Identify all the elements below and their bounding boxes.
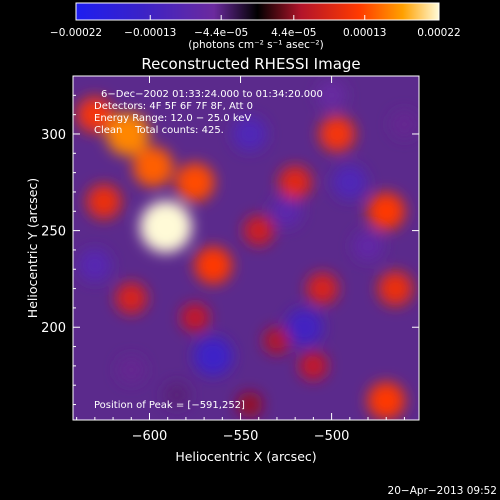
x-axis-label: Heliocentric X (arcsec) [175, 449, 316, 464]
colorbar-ticks [75, 15, 440, 20]
annotation-detectors: Detectors: 4F 5F 6F 7F 8F, Att 0 [94, 101, 253, 112]
x-tick-label: −600 [132, 429, 168, 444]
colorbar-tick-label: −0.00013 [124, 27, 176, 39]
image-blob [105, 112, 150, 156]
x-tick-label: −500 [314, 429, 350, 444]
image-blob [317, 80, 346, 110]
image-blob [163, 381, 190, 408]
image-blob [243, 215, 274, 246]
peak-position-label: Position of Peak = [−591,252] [94, 400, 245, 411]
y-axis-tick-labels: 200 250 300 [41, 128, 66, 336]
colorbar-units: (photons cm⁻² s⁻¹ asec⁻²) [188, 39, 323, 51]
colorbar-tick-labels: −0.00022 −0.00013 −4.4e−05 4.4e−05 0.00013 0.… [50, 27, 461, 39]
image-blob [278, 165, 312, 199]
image-blob [319, 115, 356, 152]
annotation-time: 6−Dec−2002 01:33:24.000 to 01:34:20.000 [101, 89, 323, 100]
image-blob [299, 351, 328, 381]
x-axis-tick-labels: −600 −550 −500 [132, 429, 350, 444]
x-axis-ticks [76, 76, 405, 420]
image-blob [232, 116, 267, 152]
colorbar-tick-label: −0.00022 [50, 27, 102, 39]
image-blob [115, 282, 148, 315]
image-area [73, 76, 419, 420]
image-blob [236, 391, 263, 418]
colorbar-tick-label: 4.4e−05 [271, 27, 316, 39]
y-tick-label: 300 [41, 128, 66, 143]
image-blob [263, 327, 291, 355]
y-axis-label: Heliocentric Y (arcsec) [25, 178, 40, 318]
image-blob [270, 195, 302, 228]
image-blob [175, 162, 215, 202]
image-blob [139, 200, 192, 253]
colorbar-tick-label: 0.00013 [343, 27, 386, 39]
annotation-energy: Energy Range: 12.0 − 25.0 keV [94, 113, 251, 124]
chart-title: Reconstructed RHESSI Image [141, 55, 360, 73]
footer-timestamp: 20−Apr−2013 09:52 [388, 485, 497, 497]
colorbar-tick-label: −4.4e−05 [194, 27, 248, 39]
image-blob [306, 272, 339, 305]
image-blob [117, 356, 145, 384]
image-blob [78, 248, 112, 282]
plot-frame [72, 75, 420, 421]
image-blob [193, 336, 233, 376]
image-blob [132, 146, 174, 188]
y-tick-label: 200 [41, 321, 66, 336]
image-blob [352, 230, 384, 262]
image-blob [86, 184, 122, 219]
image-blob [194, 246, 232, 285]
colorbar [75, 2, 440, 21]
image-blob [378, 271, 413, 306]
image-blob [332, 165, 368, 200]
image-blob [367, 192, 405, 231]
image-blob [76, 96, 113, 133]
x-tick-label: −550 [223, 429, 259, 444]
image-blob [367, 381, 405, 420]
image-blob [285, 308, 324, 346]
y-tick-label: 250 [41, 225, 66, 240]
annotation-counts: Clean Total counts: 425. [94, 125, 224, 136]
image-blob [390, 110, 419, 138]
colorbar-tick-label: 0.00022 [417, 27, 460, 39]
image-blob [180, 303, 210, 332]
y-axis-ticks [73, 94, 419, 406]
